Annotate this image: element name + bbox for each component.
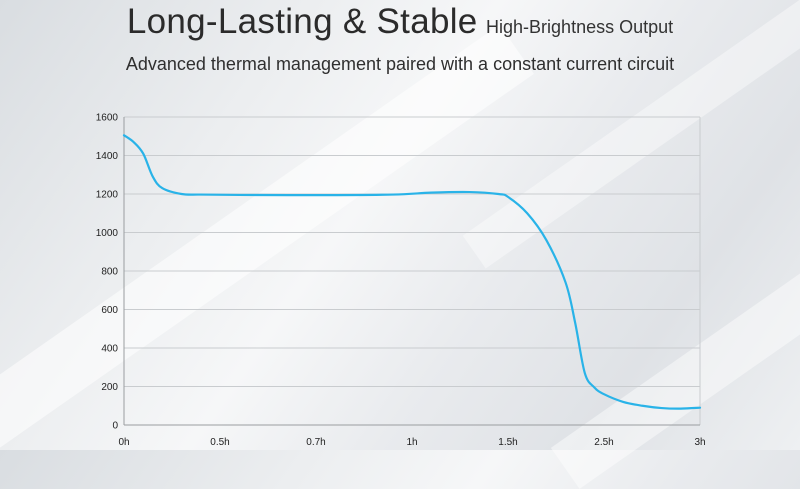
page-subtitle: Advanced thermal management paired with … xyxy=(125,54,675,74)
x-tick-label: 3h xyxy=(694,437,705,448)
title-row: Long-Lasting & Stable High-Brightness Ou… xyxy=(0,2,800,42)
x-tick-label: 0.5h xyxy=(210,437,229,448)
y-tick-label: 600 xyxy=(101,305,118,316)
y-tick-label: 1600 xyxy=(96,113,119,124)
y-tick-label: 1400 xyxy=(96,151,119,162)
x-tick-label: 1h xyxy=(406,437,417,448)
y-axis-ticks: 0 200 400 600 800 1000 1200 1400 1600 xyxy=(96,113,119,432)
y-tick-label: 800 xyxy=(101,267,118,278)
y-tick-label: 200 xyxy=(101,382,118,393)
header: Long-Lasting & Stable High-Brightness Ou… xyxy=(0,0,800,75)
x-tick-label: 2.5h xyxy=(594,437,613,448)
y-tick-label: 1000 xyxy=(96,228,119,239)
x-tick-label: 1.5h xyxy=(498,437,517,448)
y-tick-label: 0 xyxy=(112,421,118,432)
page-title: Long-Lasting & Stable xyxy=(126,2,478,41)
x-axis-ticks: 0h 0.5h 0.7h 1h 1.5h 2.5h 3h xyxy=(118,437,705,448)
x-tick-label: 0h xyxy=(118,437,129,448)
y-tick-label: 1200 xyxy=(96,190,119,201)
x-tick-label: 0.7h xyxy=(306,437,325,448)
y-tick-label: 400 xyxy=(101,344,118,355)
brightness-series-line xyxy=(122,134,702,410)
chart-axes xyxy=(123,117,700,426)
brightness-line-chart: 0 200 400 600 800 1000 1200 1400 1600 0h 0.5h 0.7h… xyxy=(96,113,706,449)
page-title-suffix: High-Brightness Output xyxy=(486,17,674,37)
chart-grid xyxy=(124,116,701,425)
